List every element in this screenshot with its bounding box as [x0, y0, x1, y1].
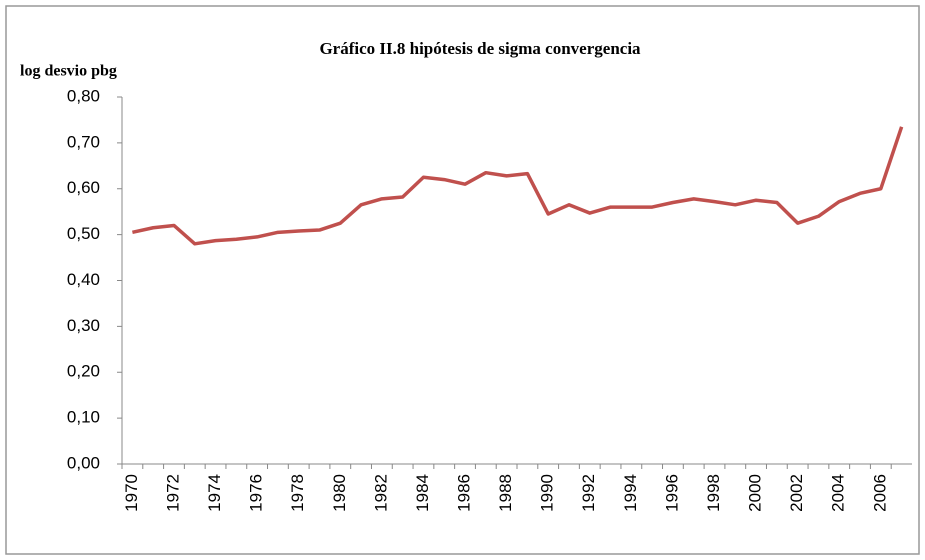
x-tick-label: 2002: [787, 474, 806, 512]
x-tick-label: 1974: [205, 474, 224, 512]
x-tick-label: 2000: [746, 474, 765, 512]
x-tick-label: 1978: [288, 474, 307, 512]
y-tick-label: 0,00: [67, 453, 100, 472]
x-tick-label: 2006: [870, 474, 889, 512]
y-tick-label: 0,10: [67, 408, 100, 427]
x-tick-label: 1972: [163, 474, 182, 512]
x-tick-label: 1970: [122, 474, 141, 512]
y-tick-label: 0,20: [67, 362, 100, 381]
y-tick-label: 0,60: [67, 178, 100, 197]
x-tick-label: 1996: [662, 474, 681, 512]
y-tick-label: 0,40: [67, 270, 100, 289]
chart-title: Gráfico II.8 hipótesis de sigma converge…: [319, 39, 641, 58]
data-line: [132, 126, 904, 246]
x-tick-label: 1998: [704, 474, 723, 512]
x-tick-label: 1988: [496, 474, 515, 512]
x-tick-label: 1980: [330, 474, 349, 512]
y-axis-label: log desvio pbg: [20, 63, 117, 80]
x-tick-label: 1986: [455, 474, 474, 512]
x-tick-label: 1984: [413, 474, 432, 512]
x-tick-label: 1982: [371, 474, 390, 512]
y-tick-label: 0,70: [67, 132, 100, 151]
y-tick-label: 0,50: [67, 224, 100, 243]
y-tick-label: 0,80: [67, 86, 100, 105]
x-tick-label: 1994: [621, 474, 640, 512]
chart-border: [5, 5, 920, 555]
x-tick-label: 1976: [247, 474, 266, 512]
x-tick-label: 1990: [538, 474, 557, 512]
y-tick-label: 0,30: [67, 316, 100, 335]
x-tick-label: 2004: [829, 474, 848, 512]
x-tick-label: 1992: [579, 474, 598, 512]
